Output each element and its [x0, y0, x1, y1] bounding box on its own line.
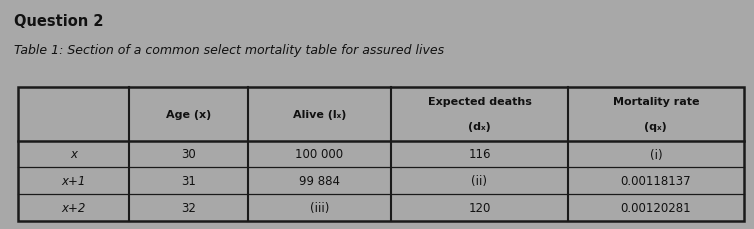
Text: Question 2: Question 2 — [14, 14, 103, 29]
Text: x+1: x+1 — [61, 174, 85, 188]
Text: 116: 116 — [468, 148, 491, 161]
Text: 120: 120 — [468, 201, 491, 214]
Text: 32: 32 — [181, 201, 195, 214]
Text: Age (x): Age (x) — [166, 109, 211, 119]
Text: Alive (lₓ): Alive (lₓ) — [293, 109, 346, 119]
Text: x: x — [70, 148, 77, 161]
Text: Table 1: Section of a common select mortality table for assured lives: Table 1: Section of a common select mort… — [14, 44, 444, 57]
Text: Expected deaths: Expected deaths — [428, 97, 532, 107]
Text: 0.00118137: 0.00118137 — [621, 174, 691, 188]
Bar — [18, 88, 744, 221]
Text: (ii): (ii) — [471, 174, 487, 188]
Text: (iii): (iii) — [310, 201, 329, 214]
Text: Mortality rate: Mortality rate — [612, 97, 699, 107]
Text: (i): (i) — [649, 148, 662, 161]
Text: 31: 31 — [181, 174, 195, 188]
Text: 30: 30 — [181, 148, 195, 161]
Text: x+2: x+2 — [61, 201, 85, 214]
Text: 0.00120281: 0.00120281 — [621, 201, 691, 214]
Text: (dₓ): (dₓ) — [468, 121, 491, 131]
Text: 100 000: 100 000 — [296, 148, 344, 161]
Text: (qₓ): (qₓ) — [645, 121, 667, 131]
Text: 99 884: 99 884 — [299, 174, 340, 188]
